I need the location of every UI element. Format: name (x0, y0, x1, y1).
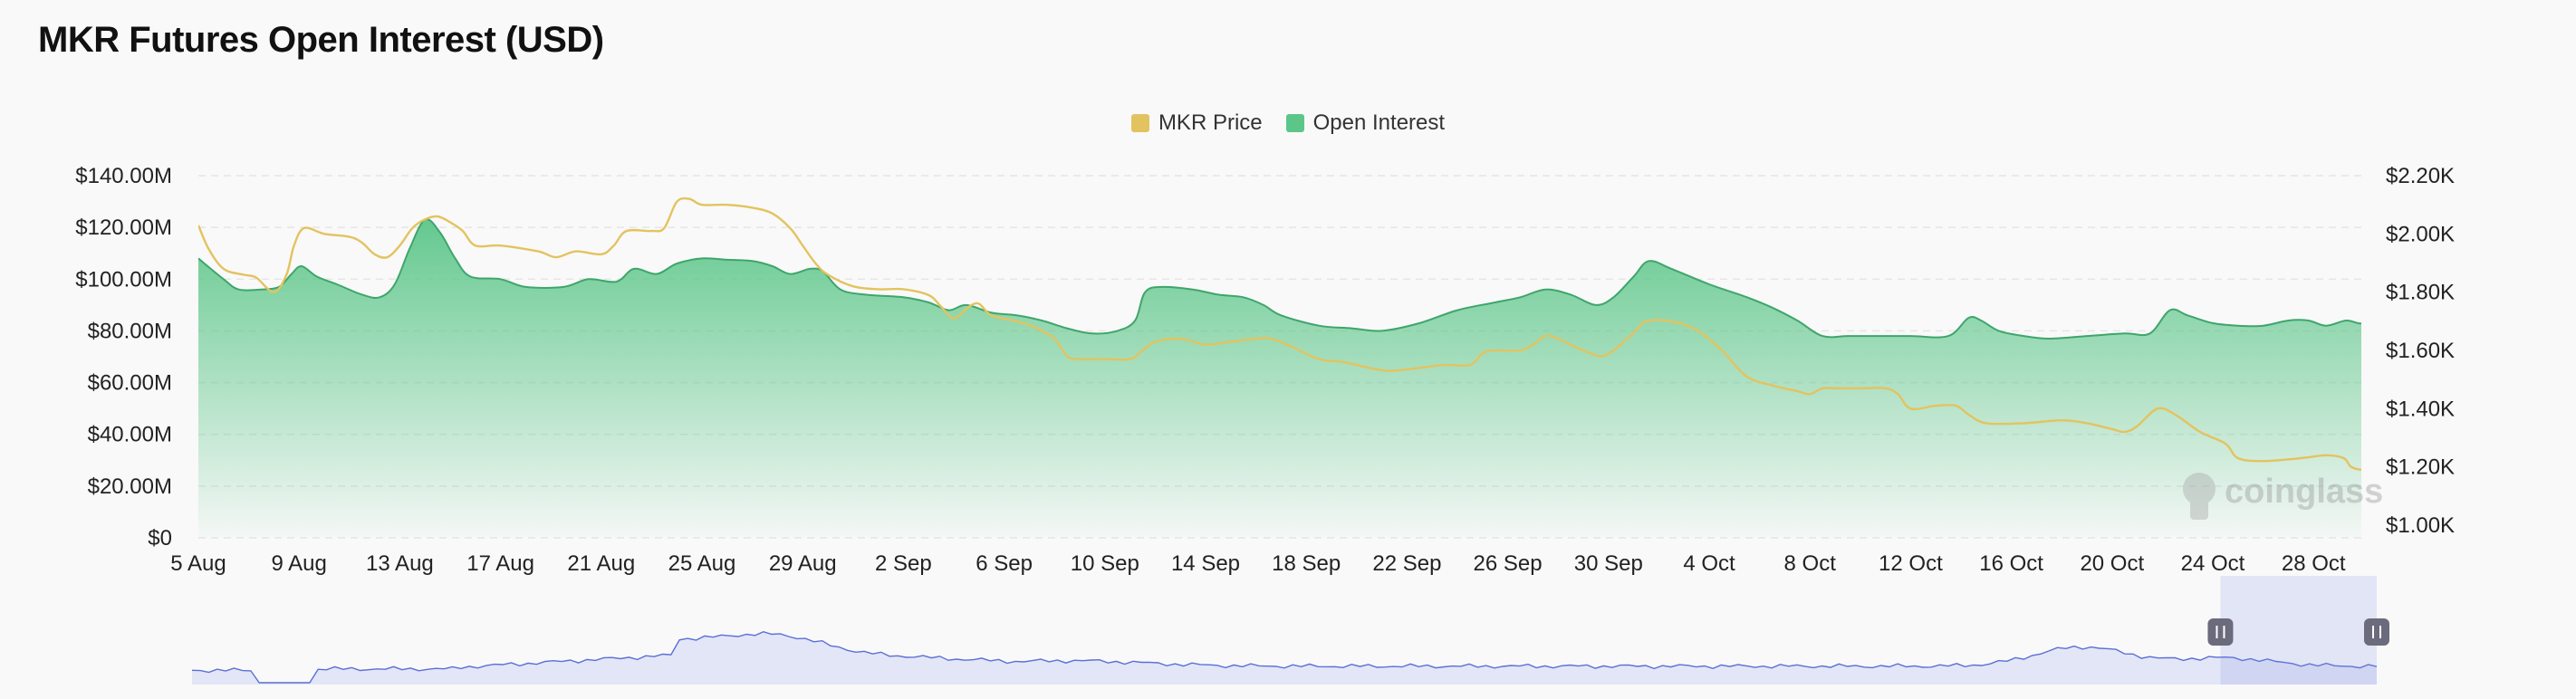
open-interest-line (198, 218, 2361, 340)
x-tick-label: 14 Sep (1171, 551, 1240, 576)
x-tick-label: 29 Aug (769, 551, 837, 576)
y-left-tick-label: $100.00M (75, 267, 172, 292)
navigator-selection[interactable] (2220, 576, 2377, 685)
x-tick-label: 28 Oct (2282, 551, 2346, 576)
x-tick-label: 10 Sep (1071, 551, 1139, 576)
x-tick-label: 16 Oct (1979, 551, 2043, 576)
x-tick-label: 24 Oct (2181, 551, 2245, 576)
y-right-tick-label: $1.00K (2386, 513, 2455, 538)
coinglass-watermark-text: coinglass (2225, 473, 2383, 511)
handle-grip-icon (2207, 618, 2234, 646)
y-right-tick-label: $1.40K (2386, 397, 2455, 421)
legend-swatch-mkr-price (1130, 114, 1149, 132)
legend-item-mkr-price[interactable]: MKR Price (1130, 110, 1263, 136)
x-tick-label: 17 Aug (466, 551, 534, 576)
x-tick-label: 18 Sep (1272, 551, 1341, 576)
x-axis: 5 Aug 9 Aug 13 Aug 17 Aug 21 Aug 25 Aug 29 Aug… (170, 551, 2346, 576)
y-left-tick-label: $120.00M (75, 215, 172, 240)
x-tick-label: 21 Aug (567, 551, 635, 576)
open-interest-area (198, 219, 2361, 538)
x-tick-label: 20 Oct (2080, 551, 2144, 576)
y-right-tick-label: $2.00K (2386, 222, 2455, 246)
y-left-tick-label: $140.00M (75, 164, 172, 188)
y-left-tick-label: $80.00M (88, 319, 172, 343)
y-right-tick-label: $1.80K (2386, 281, 2455, 305)
x-tick-label: 12 Oct (1879, 551, 1943, 576)
y-right-tick-label: $1.20K (2386, 455, 2455, 480)
x-tick-label: 8 Oct (1784, 551, 1837, 576)
x-tick-label: 4 Oct (1683, 551, 1735, 576)
y-left-tick-label: $0 (148, 526, 172, 551)
handle-grip-icon (2364, 618, 2389, 646)
x-tick-label: 2 Sep (875, 551, 932, 576)
range-navigator[interactable] (191, 576, 2389, 685)
x-tick-label: 13 Aug (366, 551, 434, 576)
legend-label-open-interest: Open Interest (1312, 110, 1446, 135)
y-axis-right: $1.00K $1.20K $1.40K $1.60K $1.80K $2.00K $2.2… (2386, 164, 2455, 538)
mkr-price-line (198, 196, 2361, 471)
coinglass-logo-icon (2183, 473, 2216, 505)
y-left-tick-label: $60.00M (88, 371, 172, 396)
navigator-handle-left[interactable] (2207, 618, 2234, 646)
chart-legend: MKR Price Open Interest (0, 110, 2576, 136)
x-tick-label: 30 Sep (1574, 551, 1643, 576)
x-tick-label: 6 Sep (976, 551, 1033, 576)
x-tick-label: 5 Aug (170, 551, 226, 576)
navigator-handle-right[interactable] (2364, 618, 2389, 646)
y-left-tick-label: $20.00M (88, 474, 172, 499)
page-title: MKR Futures Open Interest (USD) (38, 20, 604, 60)
y-right-tick-label: $2.20K (2386, 164, 2455, 188)
legend-label-mkr-price: MKR Price (1158, 110, 1263, 135)
legend-item-open-interest[interactable]: Open Interest (1285, 110, 1446, 136)
plot-area (198, 196, 2361, 538)
legend-swatch-open-interest (1285, 114, 1304, 132)
x-tick-label: 22 Sep (1372, 551, 1441, 576)
x-tick-label: 25 Aug (668, 551, 736, 576)
coinglass-logo-icon-base (2190, 500, 2208, 520)
navigator-area (192, 631, 2377, 685)
navigator-line (191, 630, 2378, 684)
x-tick-label: 9 Aug (271, 551, 326, 576)
y-left-tick-label: $40.00M (88, 423, 172, 447)
x-tick-label: 26 Sep (1474, 551, 1543, 576)
y-axis-left: $0 $20.00M $40.00M $60.00M $80.00M $100.00M $1… (75, 164, 172, 551)
coinglass-watermark: coinglass (2183, 473, 2383, 520)
y-right-tick-label: $1.60K (2386, 339, 2455, 363)
